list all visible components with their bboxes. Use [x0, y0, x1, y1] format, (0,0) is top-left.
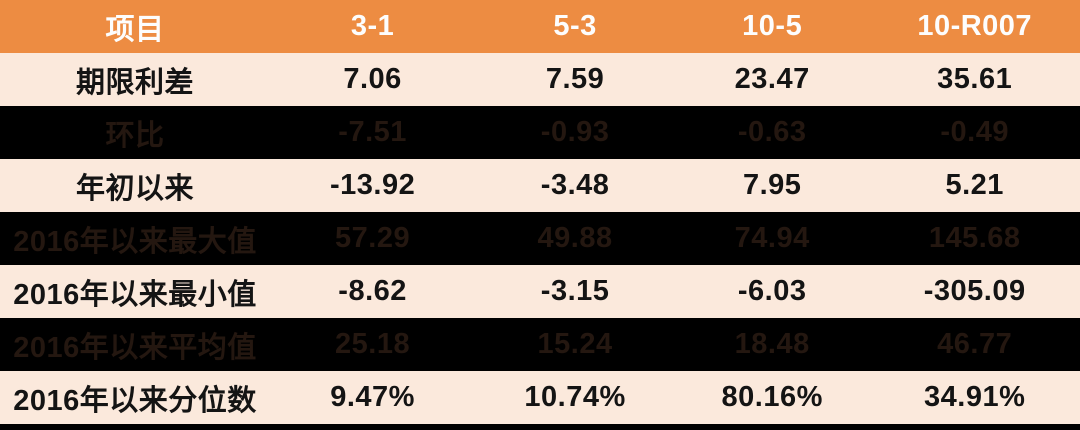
- value-cell: -0.63: [737, 116, 807, 148]
- value-cell: 145.68: [928, 222, 1021, 254]
- table-row: 年初以来 -13.92 -3.48 7.95 5.21: [0, 159, 1080, 212]
- row-label: 2016年以来最大值: [13, 225, 257, 258]
- table-row: 2016年以来平均值 25.18 15.24 18.48 46.77: [0, 318, 1080, 371]
- header-cell-3-1: 3-1: [350, 10, 395, 42]
- value-cell: -8.62: [338, 275, 407, 307]
- header-cell-item: 项目: [105, 13, 165, 46]
- value-cell: -3.48: [540, 169, 610, 201]
- value-cell: 25.18: [335, 328, 411, 360]
- value-cell: 15.24: [537, 328, 613, 360]
- table-body: 期限利差 7.06 7.59 23.47 35.61 环比 -7.51 -0.93 -0.63 -…: [0, 53, 1080, 424]
- value-cell: -3.15: [540, 275, 610, 307]
- table-row: 2016年以来最小值 -8.62 -3.15 -6.03 -305.09: [0, 265, 1080, 318]
- table-row: 期限利差 7.06 7.59 23.47 35.61: [0, 53, 1080, 106]
- value-cell: 46.77: [937, 328, 1013, 360]
- value-cell: 7.59: [545, 63, 605, 95]
- row-label: 环比: [105, 119, 165, 152]
- row-label: 年初以来: [75, 172, 194, 205]
- table-row: 2016年以来最大值 57.29 49.88 74.94 145.68: [0, 212, 1080, 265]
- value-cell: 5.21: [945, 169, 1004, 201]
- value-cell: -305.09: [923, 275, 1026, 307]
- value-cell: -0.49: [940, 116, 1009, 148]
- value-cell: 7.95: [742, 169, 802, 201]
- value-cell: 74.94: [734, 222, 810, 254]
- value-cell: 80.16%: [721, 381, 823, 413]
- value-cell: -0.93: [540, 116, 610, 148]
- value-cell: 18.48: [734, 328, 810, 360]
- value-cell: 35.61: [937, 63, 1013, 95]
- row-label: 2016年以来最小值: [13, 278, 257, 311]
- table-row: 环比 -7.51 -0.93 -0.63 -0.49: [0, 106, 1080, 159]
- header-cell-10-R007: 10-R007: [917, 10, 1033, 42]
- value-cell: 9.47%: [330, 381, 415, 413]
- value-cell: 7.06: [343, 63, 402, 95]
- value-cell: -13.92: [329, 169, 416, 201]
- value-cell: 34.91%: [924, 381, 1026, 413]
- bottom-border-bar: [0, 424, 1080, 430]
- value-cell: 10.74%: [524, 381, 626, 413]
- value-cell: -7.51: [338, 116, 407, 148]
- value-cell: 23.47: [734, 63, 810, 95]
- row-label: 2016年以来分位数: [13, 384, 257, 417]
- value-cell: 49.88: [537, 222, 613, 254]
- table-row: 2016年以来分位数 9.47% 10.74% 80.16% 34.91%: [0, 371, 1080, 424]
- header-cell-10-5: 10-5: [742, 10, 803, 42]
- row-label: 2016年以来平均值: [13, 331, 257, 364]
- header-cell-5-3: 5-3: [553, 10, 597, 42]
- row-label: 期限利差: [75, 66, 194, 99]
- value-cell: 57.29: [335, 222, 411, 254]
- value-cell: -6.03: [737, 275, 807, 307]
- header-row: 项目 3-1 5-3 10-5 10-R007: [0, 0, 1080, 53]
